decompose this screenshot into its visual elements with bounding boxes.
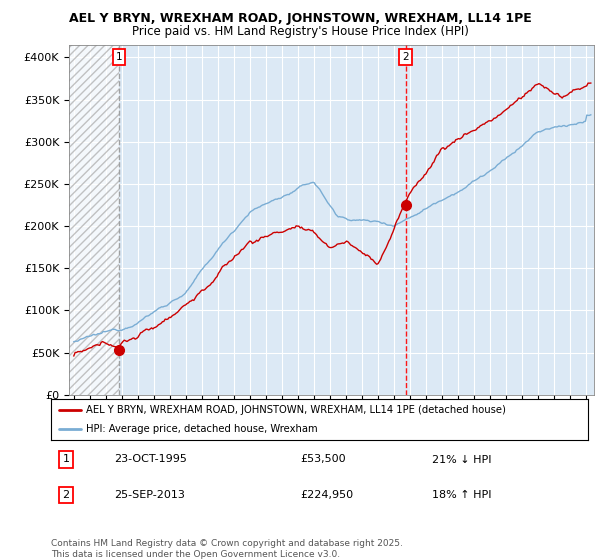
Text: Contains HM Land Registry data © Crown copyright and database right 2025.
This d: Contains HM Land Registry data © Crown c… <box>51 539 403 559</box>
Text: 2: 2 <box>62 490 70 500</box>
Bar <box>69 45 119 395</box>
Text: HPI: Average price, detached house, Wrexham: HPI: Average price, detached house, Wrex… <box>86 424 317 433</box>
Text: 1: 1 <box>116 52 122 62</box>
Text: 21% ↓ HPI: 21% ↓ HPI <box>432 455 491 464</box>
Text: 2: 2 <box>402 52 409 62</box>
Text: AEL Y BRYN, WREXHAM ROAD, JOHNSTOWN, WREXHAM, LL14 1PE (detached house): AEL Y BRYN, WREXHAM ROAD, JOHNSTOWN, WRE… <box>86 405 506 415</box>
Text: £224,950: £224,950 <box>300 490 353 500</box>
Text: 1: 1 <box>62 455 70 464</box>
Text: Price paid vs. HM Land Registry's House Price Index (HPI): Price paid vs. HM Land Registry's House … <box>131 25 469 38</box>
Text: 18% ↑ HPI: 18% ↑ HPI <box>432 490 491 500</box>
Text: 23-OCT-1995: 23-OCT-1995 <box>114 455 187 464</box>
Text: AEL Y BRYN, WREXHAM ROAD, JOHNSTOWN, WREXHAM, LL14 1PE: AEL Y BRYN, WREXHAM ROAD, JOHNSTOWN, WRE… <box>68 12 532 25</box>
Text: 25-SEP-2013: 25-SEP-2013 <box>114 490 185 500</box>
Text: £53,500: £53,500 <box>300 455 346 464</box>
